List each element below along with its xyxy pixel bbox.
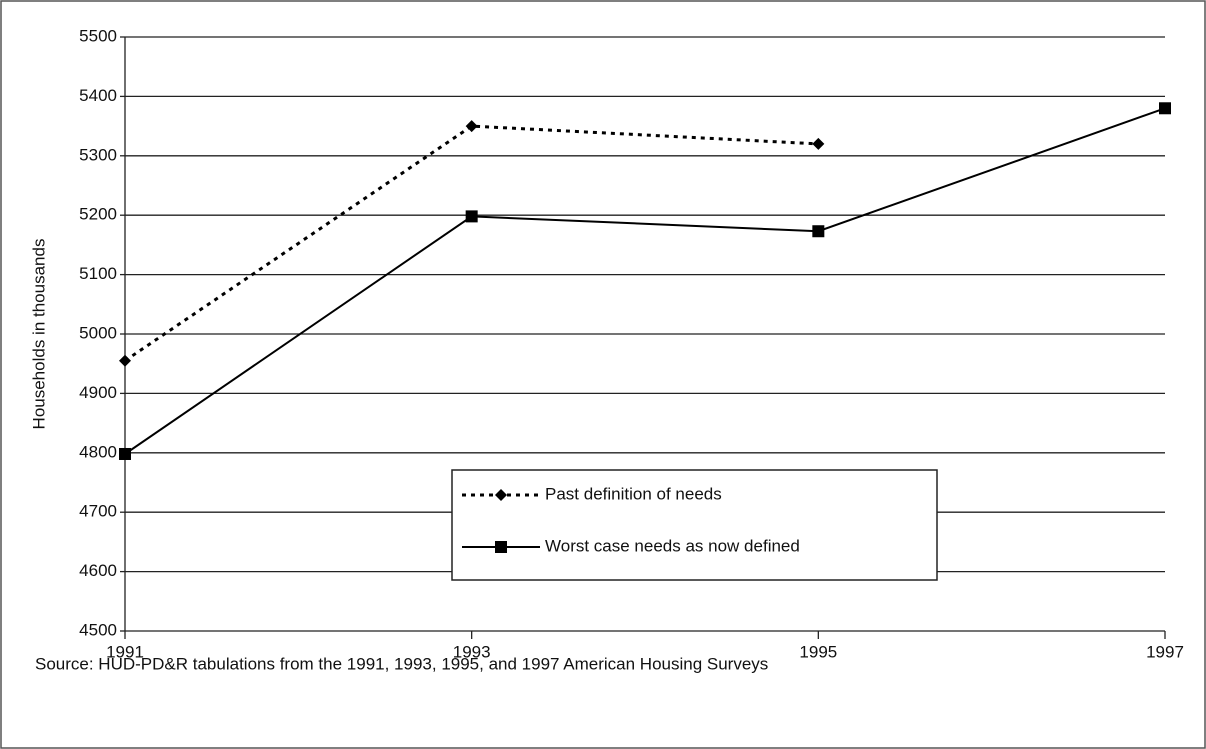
legend-marker: [495, 541, 507, 553]
y-tick-label: 4700: [79, 502, 117, 521]
legend-box: [451, 469, 938, 581]
marker: [465, 210, 478, 223]
y-tick-label: 5400: [79, 86, 117, 105]
marker: [119, 354, 131, 367]
y-tick-label: 4500: [79, 620, 117, 639]
x-tick-label: 1991: [106, 642, 144, 661]
x-tick-label: 1997: [1146, 642, 1184, 661]
legend-label: Past definition of needs: [545, 484, 722, 503]
source-note: Source: HUD-PD&R tabulations from the 19…: [35, 654, 768, 673]
marker: [119, 447, 131, 460]
x-tick-label: 1995: [799, 642, 837, 661]
marker: [812, 225, 825, 238]
legend-label: Worst case needs as now defined: [545, 536, 800, 555]
series-line: [124, 107, 1166, 455]
x-tick-label: 1993: [453, 642, 491, 661]
y-tick-label: 4900: [79, 383, 117, 402]
y-tick-label: 5200: [79, 205, 117, 224]
legend-marker: [495, 489, 507, 501]
marker: [465, 120, 478, 133]
y-tick-label: 5100: [79, 264, 117, 283]
y-tick-label: 5500: [79, 26, 117, 45]
series-line: [124, 124, 819, 362]
y-tick-label: 5300: [79, 145, 117, 164]
marker: [812, 137, 825, 150]
y-tick-label: 4800: [79, 442, 117, 461]
y-tick-label: 5000: [79, 323, 117, 342]
y-tick-label: 4600: [79, 561, 117, 580]
marker: [1159, 102, 1171, 115]
y-axis-label: Households in thousands: [29, 239, 48, 430]
